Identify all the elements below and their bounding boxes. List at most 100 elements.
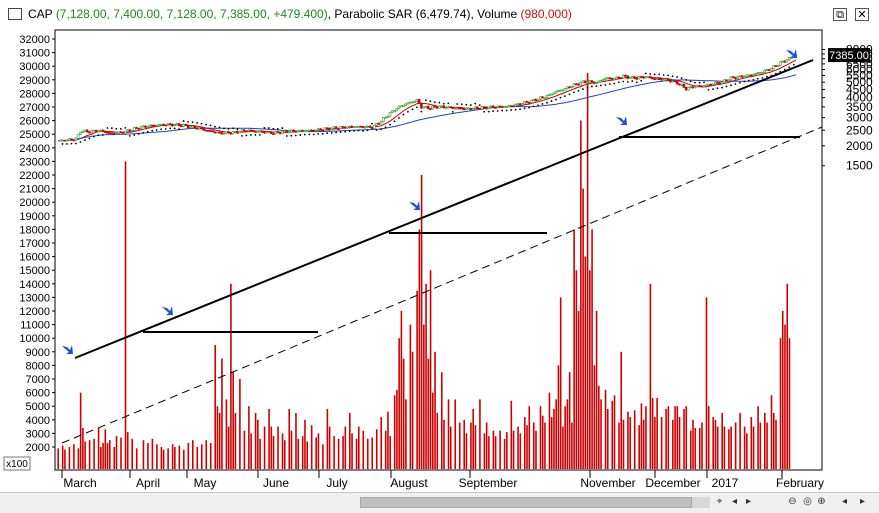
volume-bar (564, 406, 566, 469)
volume-bar (472, 408, 474, 469)
scroll-right-small-icon[interactable]: ▸ (745, 496, 752, 507)
candle-body (543, 97, 547, 99)
scroll-thumb[interactable] (360, 497, 692, 508)
sar-dot (739, 81, 741, 84)
volume-bar (698, 427, 701, 469)
volume-bar (526, 425, 528, 469)
candle-body (74, 138, 78, 141)
scroll-right-icon[interactable]: ▸ (859, 496, 866, 507)
candle-body (303, 130, 307, 133)
candle-body (635, 78, 639, 80)
candle-body (337, 128, 340, 130)
candle-body (487, 106, 490, 110)
restore-icon[interactable]: ⧉ (833, 8, 847, 21)
candle-body (453, 107, 457, 110)
volume-bar (142, 440, 145, 469)
sar-dot (380, 128, 382, 131)
x-tick-label: March (63, 476, 96, 490)
sar-dot (218, 126, 221, 129)
candle-body (547, 94, 551, 96)
candle-body (254, 131, 257, 133)
x-tick-label: 2017 (712, 476, 739, 490)
candle-body (702, 85, 706, 88)
zoom-out-icon[interactable]: ⊖ (788, 496, 797, 507)
sar-dot (371, 122, 373, 125)
candle-body (67, 138, 71, 141)
sar-dot (788, 66, 791, 69)
close-icon[interactable]: ✕ (855, 8, 869, 21)
candle-body (292, 129, 295, 132)
zoom-in-icon[interactable]: ⊕ (817, 496, 826, 507)
candle-body (408, 101, 412, 104)
candle-body (451, 107, 455, 109)
candle-body (285, 130, 289, 133)
sar-dot (469, 104, 472, 106)
candle-body (776, 65, 780, 67)
candle-body (480, 106, 484, 110)
chart-window-icon (8, 8, 22, 20)
candle-body (718, 82, 722, 84)
candle-body (233, 131, 237, 133)
title-text: CAP (7,128.00, 7,400.00, 7,128.00, 7,385… (28, 7, 572, 21)
scroll-left-small-icon[interactable]: ◂ (731, 496, 738, 507)
zoom-reset-icon[interactable]: ◎ (803, 496, 812, 507)
candle-body (92, 130, 96, 132)
left-tick-label: 5000 (26, 401, 50, 413)
sar-dot (353, 129, 355, 132)
left-tick-label: 9000 (26, 347, 50, 359)
candle-body (368, 125, 372, 128)
volume-bar (676, 406, 679, 469)
target-icon[interactable]: ⌖ (716, 496, 723, 507)
volume-bar (485, 422, 488, 469)
candle-body (206, 130, 210, 132)
scroll-track[interactable] (360, 497, 710, 508)
sar-dot (721, 86, 723, 89)
candle-body (395, 108, 399, 112)
candle-body (617, 76, 621, 79)
scroll-left-icon[interactable]: ◂ (841, 496, 848, 507)
candle-body (675, 80, 679, 85)
sar-dot (505, 109, 508, 112)
volume-bar (402, 358, 405, 469)
axis-unit-box (3, 456, 31, 471)
candle-body (624, 74, 627, 77)
candle-body (572, 83, 576, 87)
volume-bar (593, 365, 596, 469)
candle-body (763, 70, 766, 73)
ohlc-values: (7,128.00, 7,400.00, 7,128.00, 7,385.00,… (55, 7, 328, 21)
volume-bar (337, 438, 340, 469)
candle-body (604, 77, 607, 80)
left-tick-label: 6000 (26, 388, 50, 400)
left-tick-label: 23000 (19, 156, 50, 168)
candle-body (141, 125, 145, 128)
volume-bar (750, 417, 753, 469)
candle-body (81, 131, 84, 133)
sar-dot (483, 110, 486, 113)
volume-bar (432, 392, 434, 469)
sar-dot (712, 88, 714, 91)
sar-dot (429, 100, 432, 103)
candle-body (101, 129, 105, 132)
signal-arrows (62, 49, 797, 354)
volume-bar (707, 406, 710, 469)
volume-bar (622, 419, 625, 469)
candle-body (673, 80, 677, 83)
sar-dot (680, 77, 683, 80)
volume-bar (259, 438, 261, 469)
candle-body (202, 128, 206, 131)
volume-bar (73, 444, 75, 469)
sar-dot (447, 102, 450, 105)
candle-body (464, 107, 468, 110)
volume-bar (642, 419, 645, 469)
volume-bar (492, 430, 495, 469)
volume-bar (781, 311, 784, 469)
sar-dot (164, 128, 167, 130)
sar-dot (635, 81, 638, 84)
candle-body (406, 102, 410, 105)
candle-body (601, 79, 605, 81)
sar-dot (698, 81, 701, 84)
sar-dot (676, 76, 679, 78)
volume-bar (483, 433, 486, 469)
volume-bars (57, 73, 791, 469)
